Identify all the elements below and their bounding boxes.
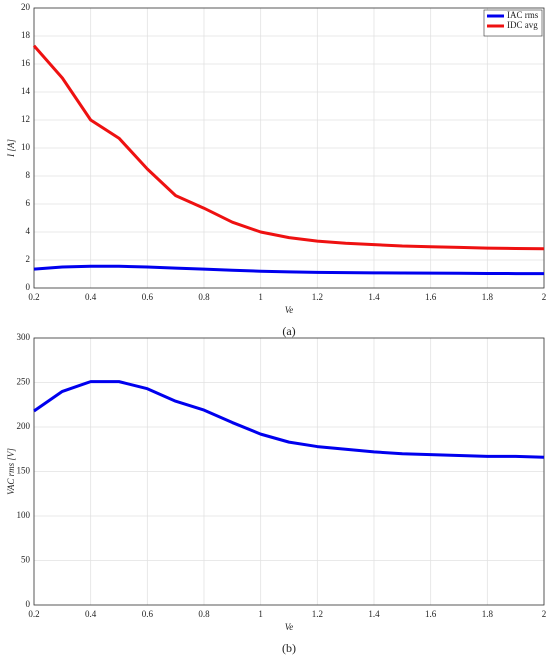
legend-label: IAC rms (507, 10, 539, 20)
x-tick-label: 1 (258, 292, 263, 302)
y-tick-label: 8 (26, 170, 31, 180)
x-tick-label: 1.2 (312, 609, 323, 619)
x-tick-label: 1.6 (425, 609, 437, 619)
x-tick-label: 0.4 (85, 292, 97, 302)
x-tick-label: 1.8 (482, 292, 494, 302)
x-axis-label: Ve (285, 305, 294, 315)
y-tick-label: 2 (26, 254, 31, 264)
x-tick-label: 2 (542, 292, 547, 302)
y-tick-label: 16 (21, 58, 31, 68)
x-tick-label: 0.2 (28, 609, 39, 619)
x-tick-label: 1.6 (425, 292, 437, 302)
plot-frame (33, 337, 545, 606)
caption: (a) (282, 324, 295, 338)
y-tick-label: 4 (26, 226, 31, 236)
y-tick-label: 0 (26, 599, 31, 609)
y-tick-label: 200 (17, 421, 31, 431)
y-tick-label: 250 (17, 377, 31, 387)
x-tick-label: 1.8 (482, 609, 494, 619)
plot-frame (33, 7, 545, 289)
x-tick-label: 1.2 (312, 292, 323, 302)
y-tick-label: 0 (26, 282, 31, 292)
data-line (33, 380, 545, 459)
x-tick-label: 0.4 (85, 609, 97, 619)
y-tick-label: 150 (17, 466, 31, 476)
y-tick-label: 18 (21, 30, 31, 40)
y-tick-label: 10 (21, 142, 31, 152)
y-tick-label: 14 (21, 86, 31, 96)
data-line (32, 44, 545, 251)
legend-label: IDC avg (507, 20, 538, 30)
x-tick-label: 0.6 (142, 292, 154, 302)
y-tick-label: 50 (21, 555, 31, 565)
y-tick-label: 300 (17, 332, 31, 342)
x-tick-label: 1 (258, 609, 263, 619)
caption: (b) (282, 641, 296, 655)
legend-box (483, 9, 543, 37)
y-tick-label: 100 (17, 510, 31, 520)
x-tick-label: 0.2 (28, 292, 39, 302)
y-axis-label: VAC rms [V] (6, 448, 16, 495)
y-tick-label: 20 (21, 2, 31, 12)
x-tick-label: 1.4 (368, 609, 380, 619)
y-axis-label: I [A] (6, 139, 16, 158)
y-tick-label: 6 (26, 198, 31, 208)
x-tick-label: 0.8 (198, 609, 210, 619)
y-tick-label: 12 (21, 114, 30, 124)
x-tick-label: 0.8 (198, 292, 210, 302)
x-tick-label: 1.4 (368, 292, 380, 302)
x-tick-label: 2 (542, 609, 547, 619)
x-axis-label: Ve (285, 622, 294, 632)
x-tick-label: 0.6 (142, 609, 154, 619)
data-line (33, 264, 544, 276)
